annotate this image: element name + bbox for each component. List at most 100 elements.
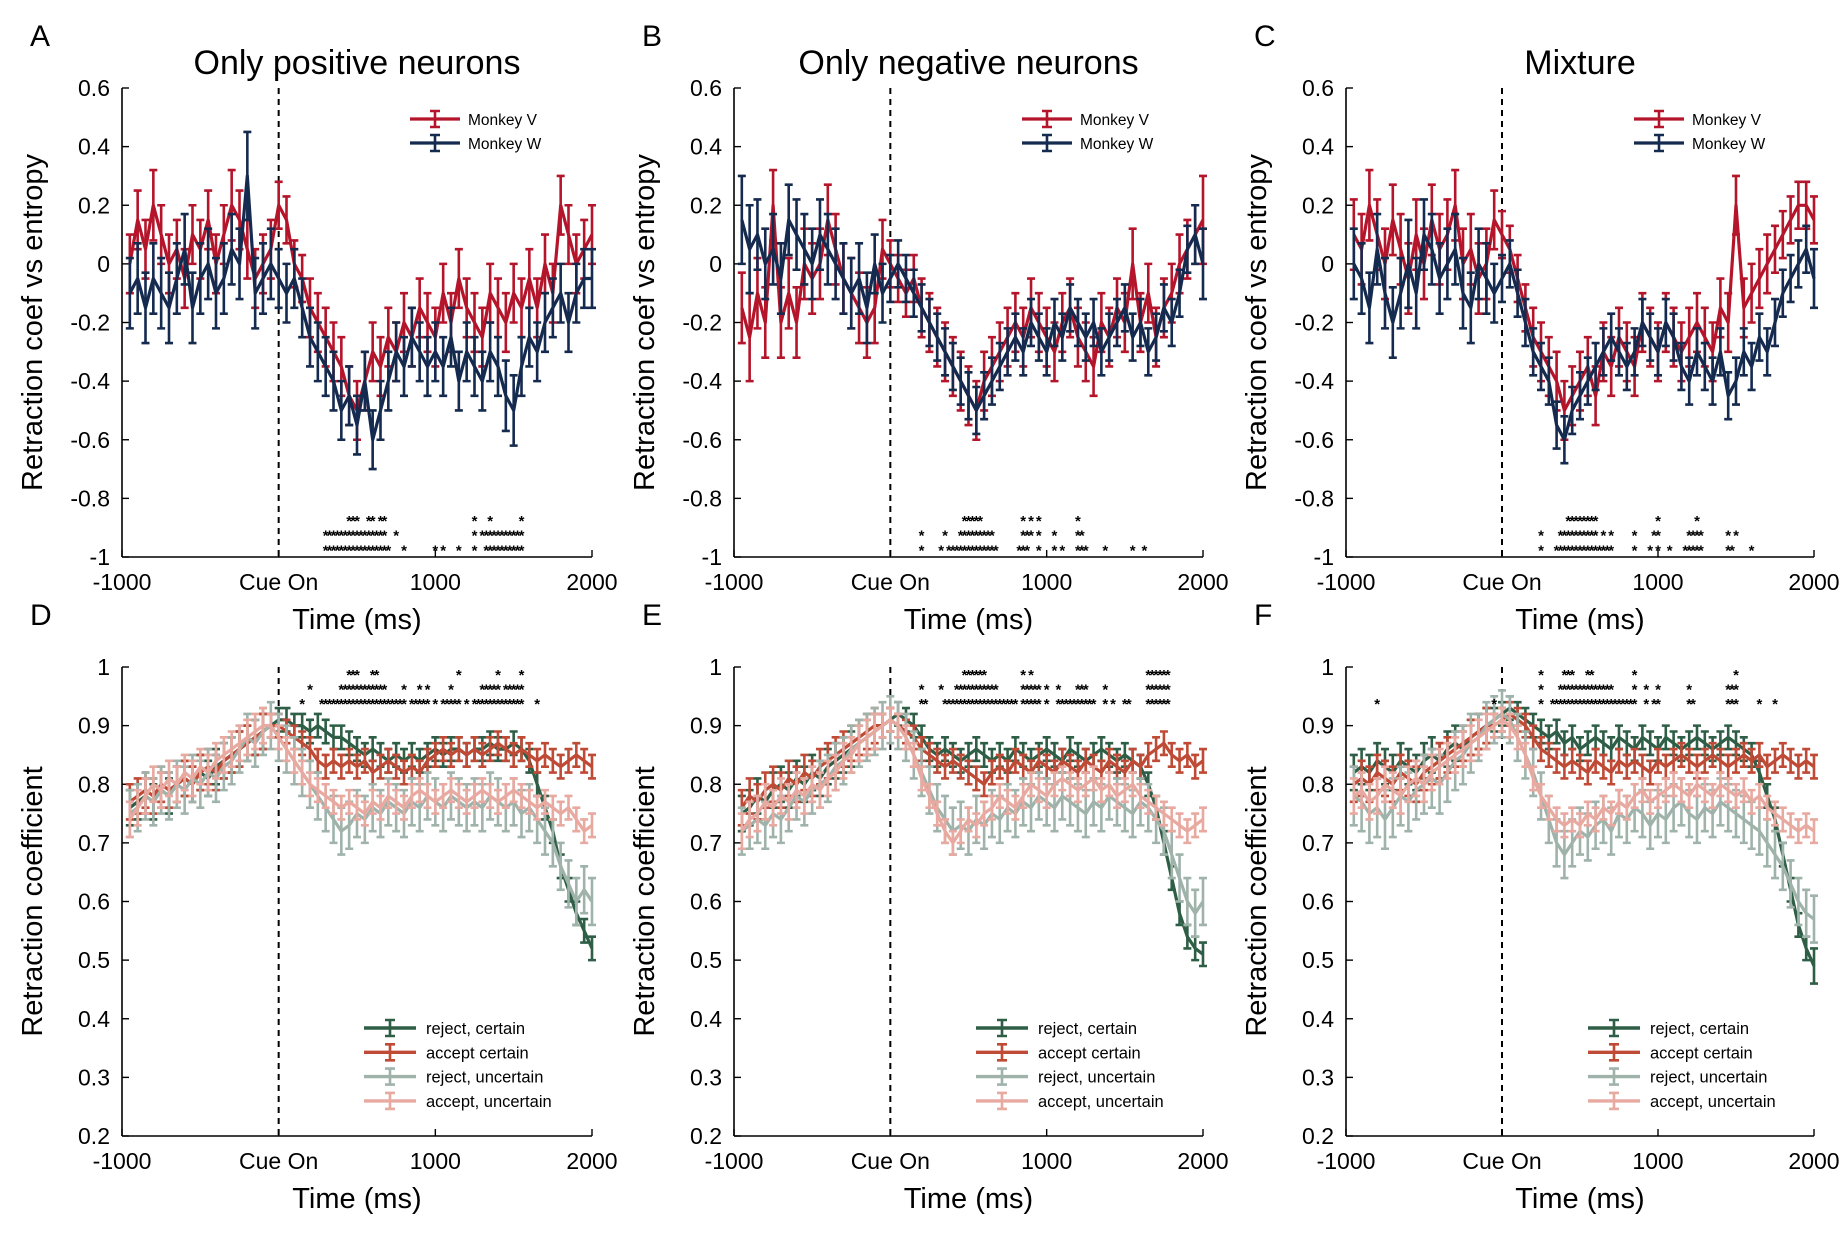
significance-mark: * — [1012, 696, 1018, 713]
error-bar — [368, 759, 377, 786]
error-bar — [1167, 806, 1176, 833]
significance-mark: * — [334, 696, 340, 713]
error-bar — [1420, 198, 1428, 272]
significance-mark: * — [358, 682, 364, 699]
error-bar — [454, 247, 463, 310]
error-bar — [321, 718, 330, 745]
error-bar — [172, 242, 181, 316]
error-bar — [1638, 297, 1647, 348]
error-bar — [1019, 327, 1028, 377]
y-tick-label: 0 — [97, 251, 110, 277]
error-bar — [1763, 818, 1772, 868]
error-bar — [761, 227, 770, 301]
significance-mark: * — [472, 513, 478, 530]
y-tick-label: 0.6 — [78, 889, 110, 915]
error-bar — [533, 747, 542, 774]
significance-mark: * — [1067, 696, 1073, 713]
legend-errorbar — [385, 1091, 395, 1111]
significance-mark: * — [962, 542, 968, 559]
significance-mark: * — [1565, 528, 1571, 545]
error-bar — [1700, 341, 1709, 392]
significance-mark: * — [366, 513, 372, 530]
significance-mark: * — [507, 542, 513, 559]
legend-errorbar — [385, 1067, 395, 1086]
error-bar — [1443, 227, 1452, 301]
error-bar — [1771, 297, 1779, 348]
significance-mark: * — [1538, 528, 1544, 545]
significance-mark: * — [1052, 542, 1058, 559]
error-bar — [1128, 312, 1137, 362]
significance-mark: * — [985, 696, 991, 713]
legend-label: Monkey W — [1692, 136, 1766, 153]
error-bar — [329, 350, 338, 412]
error-bar — [815, 198, 824, 272]
error-bar — [407, 306, 416, 368]
series-accept-uncertain — [1349, 706, 1818, 845]
error-bar — [1646, 312, 1655, 362]
error-bar — [196, 242, 205, 316]
significance-mark: * — [319, 696, 325, 713]
significance-mark: * — [966, 682, 972, 699]
error-bar — [1630, 782, 1639, 809]
error-bar — [541, 788, 549, 815]
y-tick-label: -0.4 — [1294, 368, 1334, 394]
error-bar — [1175, 853, 1184, 903]
significance-mark: * — [1698, 542, 1704, 559]
series-monkey-v — [737, 168, 1207, 442]
significance-mark: * — [448, 696, 454, 713]
error-bar — [1560, 812, 1569, 839]
error-bar — [141, 271, 150, 345]
error-bar — [753, 198, 762, 272]
significance-mark: * — [1749, 542, 1755, 559]
x-tick-label: 1000 — [1021, 1148, 1072, 1174]
significance-mark: * — [942, 528, 948, 545]
error-bar — [1482, 242, 1491, 316]
error-bar — [1732, 782, 1740, 809]
significance-mark: * — [385, 542, 391, 559]
legend-label: accept, uncertain — [1650, 1093, 1776, 1111]
error-bar — [368, 321, 377, 383]
y-tick-label: -1 — [702, 544, 722, 570]
error-bar — [368, 788, 377, 815]
significance-mark: * — [973, 513, 979, 530]
significance-mark: * — [346, 667, 352, 684]
significance-mark: * — [1616, 696, 1622, 713]
y-tick-label: 0.3 — [690, 1064, 722, 1090]
error-bar — [886, 253, 895, 304]
x-tick-label: Cue On — [1462, 569, 1541, 595]
significance-mark: * — [425, 682, 431, 699]
error-bar — [1089, 765, 1098, 792]
y-axis-label: Retraction coefficient — [1241, 766, 1273, 1036]
significance-mark: * — [1600, 542, 1606, 559]
error-bar — [572, 741, 581, 768]
panel-a: A Only positive neurons -1 -0.8 -0.6 -0.4 -0.2… — [17, 20, 618, 636]
error-bar — [1081, 747, 1090, 774]
error-bar — [1183, 876, 1192, 927]
error-bar — [823, 212, 832, 286]
error-bar — [737, 174, 746, 266]
error-bar — [855, 724, 864, 763]
significance-mark: * — [338, 682, 344, 699]
error-bar — [486, 736, 495, 763]
significance-mark: * — [981, 696, 987, 713]
error-bar — [157, 203, 166, 266]
error-bar — [165, 271, 173, 345]
significance-mark: * — [1079, 528, 1085, 545]
y-tick-label: -0.8 — [682, 485, 722, 511]
y-axis-label: Retraction coef vs entropy — [1241, 154, 1273, 491]
significance-mark: * — [1558, 696, 1564, 713]
significance-mark: * — [362, 696, 368, 713]
significance-mark: * — [1694, 542, 1700, 559]
y-axis-label: Retraction coefficient — [17, 766, 49, 1036]
error-bar — [384, 782, 393, 809]
error-bar — [737, 271, 746, 345]
significance-mark: * — [1600, 696, 1606, 713]
error-bar — [533, 794, 542, 821]
significance-mark: * — [378, 696, 384, 713]
significance-mark: * — [1079, 542, 1085, 559]
significance-mark: * — [1161, 667, 1167, 684]
error-bar — [1089, 297, 1098, 348]
error-bar — [588, 753, 596, 780]
error-bar — [980, 371, 989, 421]
significance-mark: * — [1157, 696, 1163, 713]
